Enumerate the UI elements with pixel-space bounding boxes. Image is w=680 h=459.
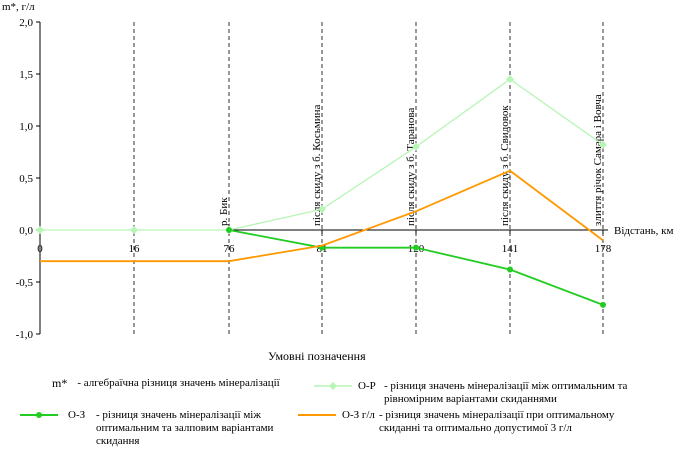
x-tick-label: 76	[224, 243, 236, 255]
series-group	[36, 75, 607, 308]
annotations: р. Бик після скиду з б. Косьмина після ски…	[218, 94, 604, 226]
legend-oz-desc: - різниця значень мінералізації між оптим…	[96, 409, 273, 448]
legend-oz: О-З - різниця значень мінералізації між оп…	[68, 409, 273, 448]
legend-or-desc-1: - різниця значень мінералізації між опти…	[384, 380, 628, 392]
annotation-label: злиття річок Самара і Вовча	[592, 94, 604, 226]
legend-title: Умовні позначення	[268, 349, 366, 363]
x-axis-title: Відстань, км	[614, 225, 673, 237]
data-point	[599, 140, 607, 149]
annotation-label: після скиду з б. Свидовок	[499, 105, 511, 226]
x-tick-label: 178	[595, 243, 612, 255]
annotation-label: після скиду з б. Косьмина	[311, 105, 323, 226]
y-tick-label: 1,0	[19, 121, 33, 133]
legend-ozg: О-З г/л - різниця значень мінералізації п…	[342, 409, 614, 435]
y-axis-title: m*, г/л	[2, 1, 35, 13]
annotation-label: р. Бик	[218, 197, 230, 226]
data-point	[130, 226, 138, 234]
data-point	[412, 142, 420, 151]
legend-ozg-label: О-З г/л	[342, 409, 375, 421]
x-ticks: 0167681120141178	[37, 230, 612, 255]
x-tick-label: 141	[502, 243, 519, 255]
data-point	[413, 244, 419, 251]
y-tick-label: 1,5	[19, 69, 33, 81]
y-ticks: 2,0 1,5 1,0 0,5 0,0 -0,5 -1,0	[16, 17, 40, 341]
x-tick-label: 16	[129, 243, 141, 255]
x-tick-label: 0	[37, 243, 43, 255]
legend-or: О-Р - різниця значень мінералізації між о…	[358, 380, 627, 406]
data-point	[506, 75, 514, 84]
data-point	[600, 301, 606, 308]
y-tick-label: 2,0	[19, 17, 33, 29]
y-tick-label: -1,0	[16, 329, 34, 341]
legend-ozg-marker	[298, 414, 336, 416]
y-tick-label: -0,5	[16, 277, 34, 289]
legend-or-label: О-Р	[358, 380, 376, 392]
data-point	[226, 227, 232, 233]
legend-oz-marker	[20, 412, 58, 418]
legend-oz-desc-2: оптимальним та залповим варіантами	[96, 422, 274, 434]
legend-m-symbol: m*	[52, 376, 68, 390]
legend-m-desc: - алгебраїчна різниця значень мінераліза…	[77, 377, 280, 389]
data-point	[507, 266, 513, 273]
y-tick-label: 0,0	[19, 225, 33, 237]
legend-m: m* - алгебраїчна різниця значень мінералі…	[52, 377, 280, 390]
legend-or-marker	[314, 382, 352, 390]
legend-or-desc: - різниця значень мінералізації між опти…	[384, 380, 627, 406]
legend-ozg-desc-2: скиданні та оптимально допустимої 3 г/л	[378, 422, 572, 434]
legend-oz-desc-1: - різниця значень мінералізації між	[96, 409, 261, 421]
legend-oz-desc-3: скидання	[96, 435, 140, 447]
data-point	[318, 205, 326, 214]
annotation-label: після скиду з б. Таранова	[405, 108, 417, 226]
series-line	[40, 169, 604, 263]
y-tick-label: 0,5	[19, 173, 33, 185]
legend-ozg-desc-1: - різниця значень мінералізації при опти…	[378, 409, 615, 421]
data-point	[36, 226, 44, 234]
legend-ozg-desc: - різниця значень мінералізації при опти…	[379, 409, 614, 435]
legend-oz-label: О-З	[68, 409, 86, 421]
legend-or-desc-2: рівномірним варіантами скиданнями	[384, 393, 557, 405]
grid-lines	[133, 22, 604, 334]
